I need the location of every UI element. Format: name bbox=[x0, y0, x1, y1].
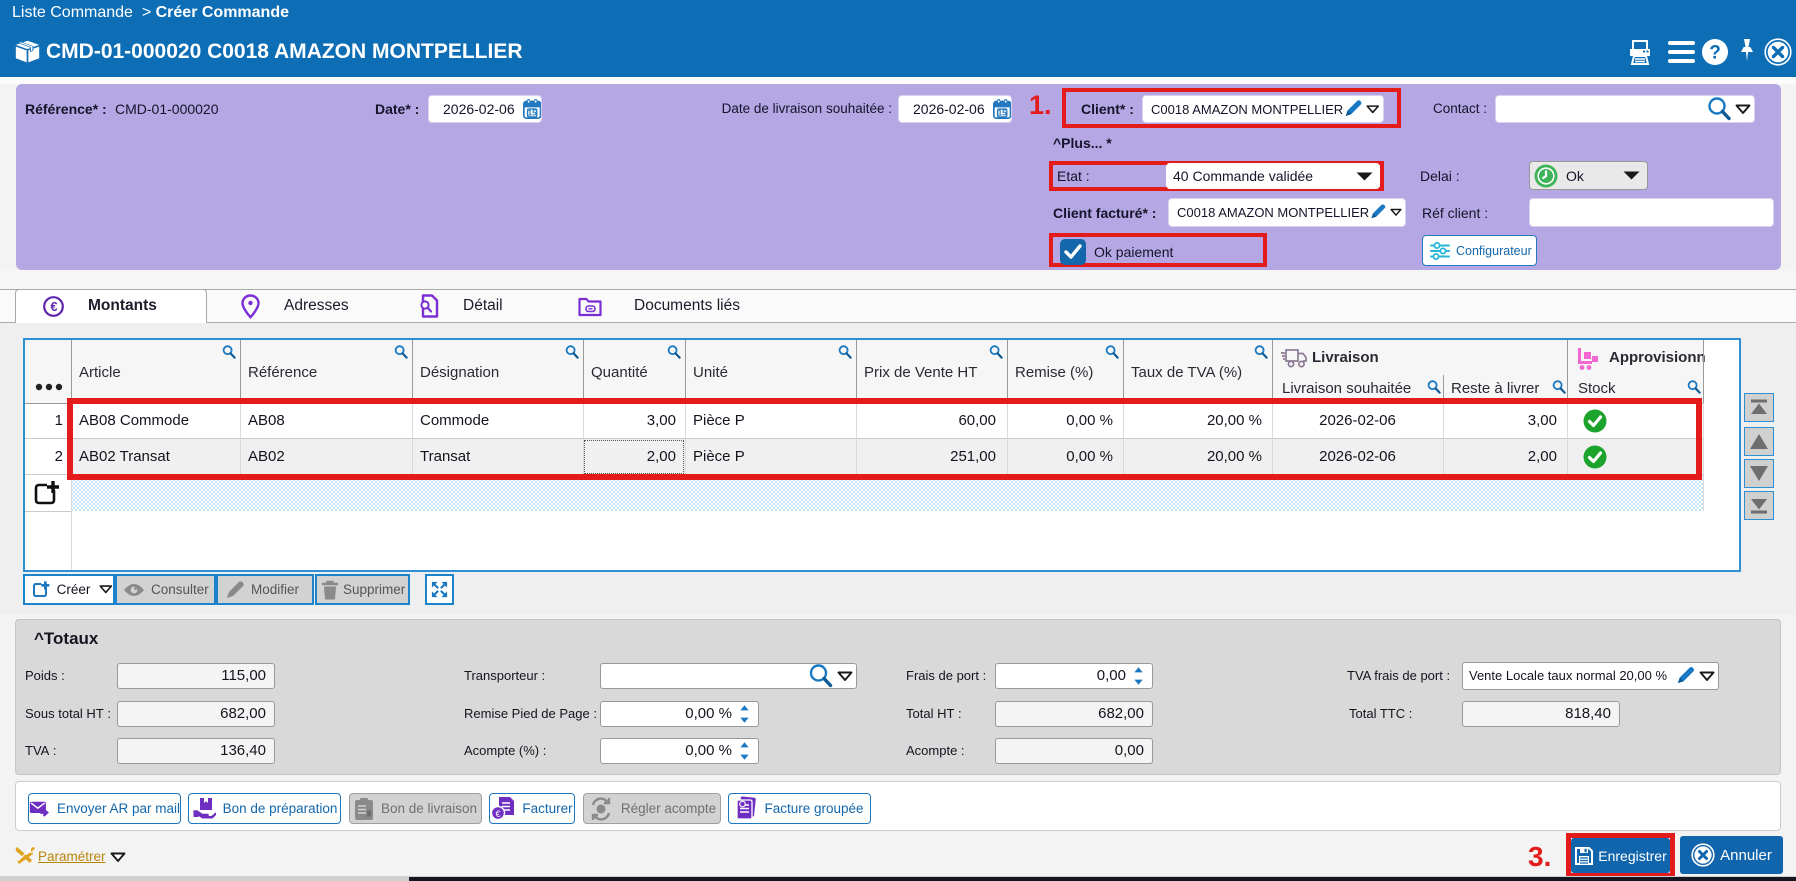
svg-text:€: € bbox=[496, 809, 501, 819]
svg-text:?: ? bbox=[1709, 43, 1721, 64]
svg-text:15: 15 bbox=[527, 109, 536, 118]
svg-text:15: 15 bbox=[997, 109, 1006, 118]
svg-text:€: € bbox=[50, 299, 57, 314]
